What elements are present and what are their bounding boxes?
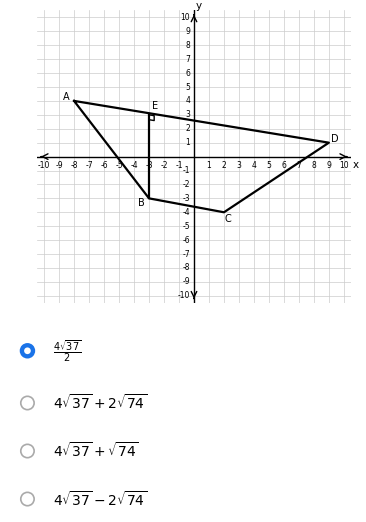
Ellipse shape bbox=[21, 396, 34, 410]
Text: -3: -3 bbox=[145, 161, 153, 171]
Text: y: y bbox=[196, 1, 202, 11]
Text: -10: -10 bbox=[178, 291, 190, 300]
Text: x: x bbox=[353, 160, 359, 170]
Text: 8: 8 bbox=[311, 161, 316, 171]
Text: 2: 2 bbox=[221, 161, 226, 171]
Text: D: D bbox=[331, 134, 339, 144]
Text: 3: 3 bbox=[185, 110, 190, 120]
Ellipse shape bbox=[21, 444, 34, 458]
Text: -4: -4 bbox=[183, 208, 190, 217]
Text: -6: -6 bbox=[100, 161, 108, 171]
Text: 4: 4 bbox=[251, 161, 256, 171]
Text: $4\sqrt{37}+2\sqrt{74}$: $4\sqrt{37}+2\sqrt{74}$ bbox=[53, 394, 147, 412]
Text: -1: -1 bbox=[175, 161, 183, 171]
Text: -5: -5 bbox=[183, 222, 190, 231]
Text: 1: 1 bbox=[206, 161, 211, 171]
Text: 7: 7 bbox=[185, 55, 190, 64]
Text: 1: 1 bbox=[186, 138, 190, 147]
Text: 9: 9 bbox=[185, 27, 190, 36]
Text: 8: 8 bbox=[186, 41, 190, 50]
Text: 6: 6 bbox=[281, 161, 286, 171]
Text: -10: -10 bbox=[38, 161, 50, 171]
Ellipse shape bbox=[21, 344, 34, 358]
Text: 10: 10 bbox=[339, 161, 349, 171]
Text: -9: -9 bbox=[183, 277, 190, 287]
Text: -7: -7 bbox=[85, 161, 93, 171]
Text: 5: 5 bbox=[266, 161, 271, 171]
Text: C: C bbox=[224, 213, 231, 223]
Text: $4\sqrt{37}+\sqrt{74}$: $4\sqrt{37}+\sqrt{74}$ bbox=[53, 442, 139, 460]
Text: -5: -5 bbox=[115, 161, 123, 171]
Text: -6: -6 bbox=[183, 235, 190, 245]
Text: -1: -1 bbox=[183, 166, 190, 175]
Text: -9: -9 bbox=[55, 161, 63, 171]
Text: -3: -3 bbox=[183, 194, 190, 203]
Text: 9: 9 bbox=[326, 161, 331, 171]
Text: 4: 4 bbox=[185, 97, 190, 105]
Text: E: E bbox=[152, 101, 158, 111]
Text: 5: 5 bbox=[185, 82, 190, 91]
Text: 3: 3 bbox=[236, 161, 242, 171]
Text: 6: 6 bbox=[185, 68, 190, 78]
Text: A: A bbox=[63, 92, 70, 102]
Text: -2: -2 bbox=[160, 161, 168, 171]
Ellipse shape bbox=[24, 348, 31, 354]
Text: -2: -2 bbox=[183, 180, 190, 189]
Ellipse shape bbox=[21, 492, 34, 506]
Text: -7: -7 bbox=[183, 250, 190, 258]
Text: 2: 2 bbox=[186, 124, 190, 133]
Text: -8: -8 bbox=[70, 161, 78, 171]
Text: 7: 7 bbox=[296, 161, 301, 171]
Text: $\frac{4\sqrt{37}}{2}$: $\frac{4\sqrt{37}}{2}$ bbox=[53, 338, 82, 364]
Text: -8: -8 bbox=[183, 264, 190, 272]
Text: -4: -4 bbox=[130, 161, 138, 171]
Text: B: B bbox=[138, 198, 145, 208]
Text: 10: 10 bbox=[180, 13, 190, 22]
Text: $4\sqrt{37}-2\sqrt{74}$: $4\sqrt{37}-2\sqrt{74}$ bbox=[53, 490, 147, 508]
